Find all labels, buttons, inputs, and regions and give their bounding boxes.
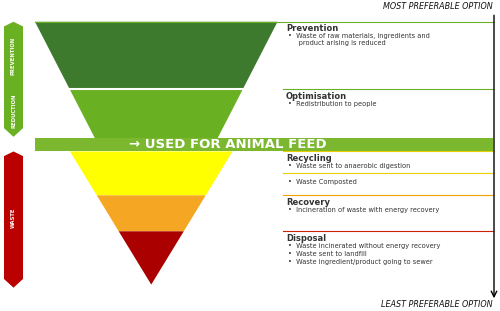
Text: PREVENTION: PREVENTION (11, 36, 16, 75)
Bar (35, 138, 492, 151)
Text: Optimisation: Optimisation (286, 92, 347, 101)
Text: •  Waste sent to landfill: • Waste sent to landfill (288, 251, 367, 257)
Polygon shape (4, 22, 23, 137)
Polygon shape (119, 231, 184, 285)
Text: •  Waste incinerated without energy recovery: • Waste incinerated without energy recov… (288, 243, 441, 248)
Text: Recycling: Recycling (286, 154, 332, 163)
Text: MOST PREFERABLE OPTION: MOST PREFERABLE OPTION (383, 2, 492, 12)
Text: •  Redistribution to people: • Redistribution to people (288, 101, 377, 107)
Polygon shape (4, 151, 23, 288)
Text: WASTE: WASTE (11, 208, 16, 228)
Polygon shape (70, 90, 242, 138)
Text: •  Waste sent to anaerobic digestion: • Waste sent to anaerobic digestion (288, 163, 411, 169)
Polygon shape (97, 195, 206, 231)
Polygon shape (35, 22, 278, 90)
Text: → USED FOR ANIMAL FEED: → USED FOR ANIMAL FEED (128, 138, 326, 151)
Text: •  Incineration of waste with energy recovery: • Incineration of waste with energy reco… (288, 207, 440, 213)
Text: •  Waste of raw materials, ingredients and
     product arising is reduced: • Waste of raw materials, ingredients an… (288, 33, 430, 46)
Text: Disposal: Disposal (286, 234, 326, 243)
Text: •  Waste Composted: • Waste Composted (288, 179, 358, 185)
Text: LEAST PREFERABLE OPTION: LEAST PREFERABLE OPTION (381, 299, 492, 309)
Polygon shape (70, 151, 232, 195)
Text: Prevention: Prevention (286, 24, 338, 33)
Text: •  Waste ingredient/product going to sewer: • Waste ingredient/product going to sewe… (288, 259, 433, 265)
Text: REDUCTION: REDUCTION (11, 94, 16, 128)
Text: Recovery: Recovery (286, 198, 330, 207)
